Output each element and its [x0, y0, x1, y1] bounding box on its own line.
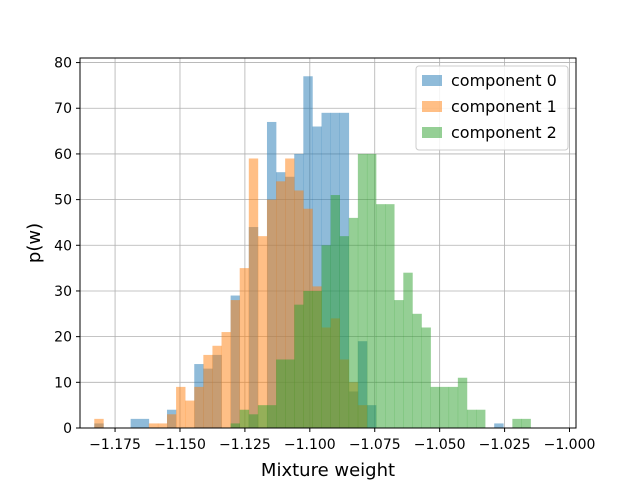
- bar-series-2-4: [266, 405, 277, 428]
- bar-series-1-10: [230, 300, 241, 428]
- x-tick-label-2: −1.125: [219, 437, 271, 453]
- x-axis-ticks: −1.175 −1.150 −1.125 −1.100 −1.075 −1.050 −1.0…: [89, 428, 595, 453]
- histogram-bars: [94, 76, 531, 429]
- bar-series-2-6: [285, 359, 295, 428]
- bar-series-0-13: [312, 126, 322, 428]
- bar-series-1-7: [203, 354, 213, 428]
- legend: component 0 component 1 component 2: [415, 65, 569, 151]
- bar-series-1-5: [185, 400, 195, 428]
- bar-series-2-15: [366, 153, 377, 429]
- bar-series-1-6: [194, 386, 204, 428]
- y-tick-label-4: 40: [54, 238, 72, 254]
- bar-series-2-1: [239, 409, 250, 428]
- legend-box: [415, 65, 569, 151]
- bar-series-2-3: [257, 405, 268, 428]
- bar-series-2-28: [512, 418, 522, 428]
- bar-series-2-7: [294, 304, 304, 428]
- bar-series-2-18: [394, 300, 404, 428]
- x-tick-label-6: −1.025: [479, 437, 531, 453]
- bar-series-2-8: [303, 290, 313, 428]
- bar-series-2-5: [276, 359, 286, 428]
- bar-series-0-20: [494, 423, 504, 428]
- y-tick-label-6: 60: [54, 147, 72, 163]
- legend-swatch-2: [422, 127, 442, 138]
- bar-series-1-9: [221, 332, 231, 428]
- bar-series-2-14: [357, 153, 368, 429]
- bar-series-2-17: [385, 204, 395, 428]
- bar-series-1-16: [285, 158, 295, 428]
- bar-series-1-12: [248, 158, 259, 428]
- bar-series-2-25: [457, 377, 468, 428]
- legend-label-1: component 1: [451, 97, 557, 116]
- y-tick-label-2: 20: [54, 330, 72, 346]
- x-tick-label-0: −1.175: [89, 437, 141, 453]
- bar-series-2-2: [248, 414, 259, 428]
- x-tick-label-5: −1.050: [414, 437, 466, 453]
- bar-series-1-15: [276, 181, 286, 428]
- bar-series-1-4: [176, 386, 186, 428]
- legend-label-0: component 0: [451, 71, 557, 90]
- bar-series-1-8: [212, 345, 222, 428]
- axes-frame: [79, 57, 577, 429]
- bar-series-2-21: [421, 327, 431, 428]
- bar-series-2-24: [448, 386, 459, 428]
- x-tick-label-7: −1.000: [544, 437, 596, 453]
- legend-swatch-0: [422, 75, 442, 86]
- bar-series-1-1: [148, 423, 159, 428]
- bar-series-2-12: [339, 236, 350, 428]
- bar-series-2-29: [521, 418, 531, 428]
- bar-series-2-22: [430, 386, 440, 428]
- legend-swatch-1: [422, 101, 442, 112]
- bar-series-1-11: [239, 268, 250, 428]
- bar-series-2-26: [466, 409, 477, 428]
- bar-series-1-2: [157, 423, 168, 428]
- bar-series-2-20: [412, 313, 422, 428]
- bar-series-2-16: [376, 204, 386, 428]
- y-axis-ticks: 0 10 20 30 40 50 60 70 80: [54, 56, 80, 437]
- bar-series-1-14: [266, 199, 277, 428]
- y-tick-label-3: 30: [54, 284, 72, 300]
- y-tick-label-5: 50: [54, 193, 72, 209]
- x-tick-label-4: −1.075: [349, 437, 401, 453]
- y-tick-label-7: 70: [54, 101, 72, 117]
- x-axis-label: Mixture weight: [261, 460, 395, 480]
- y-tick-label-0: 0: [63, 421, 72, 437]
- y-axis-label: p(w): [24, 223, 45, 263]
- bar-series-2-10: [321, 245, 331, 428]
- y-tick-label-1: 10: [54, 375, 72, 391]
- bar-series-0-1: [130, 418, 150, 428]
- x-tick-label-1: −1.150: [154, 437, 206, 453]
- bar-series-2-0: [230, 423, 241, 428]
- bar-series-2-19: [403, 272, 413, 428]
- bar-series-2-11: [330, 195, 340, 428]
- bar-series-2-9: [312, 290, 322, 428]
- legend-label-2: component 2: [451, 123, 557, 142]
- y-tick-label-8: 80: [54, 56, 72, 72]
- bar-series-1-13: [257, 236, 268, 428]
- bar-series-2-23: [439, 386, 450, 428]
- bar-series-2-13: [348, 217, 359, 428]
- series-2-bars: [230, 153, 531, 429]
- bar-series-2-27: [476, 409, 486, 428]
- bar-series-1-3: [166, 414, 177, 428]
- x-tick-label-3: −1.100: [284, 437, 336, 453]
- bar-series-1-0: [94, 418, 104, 428]
